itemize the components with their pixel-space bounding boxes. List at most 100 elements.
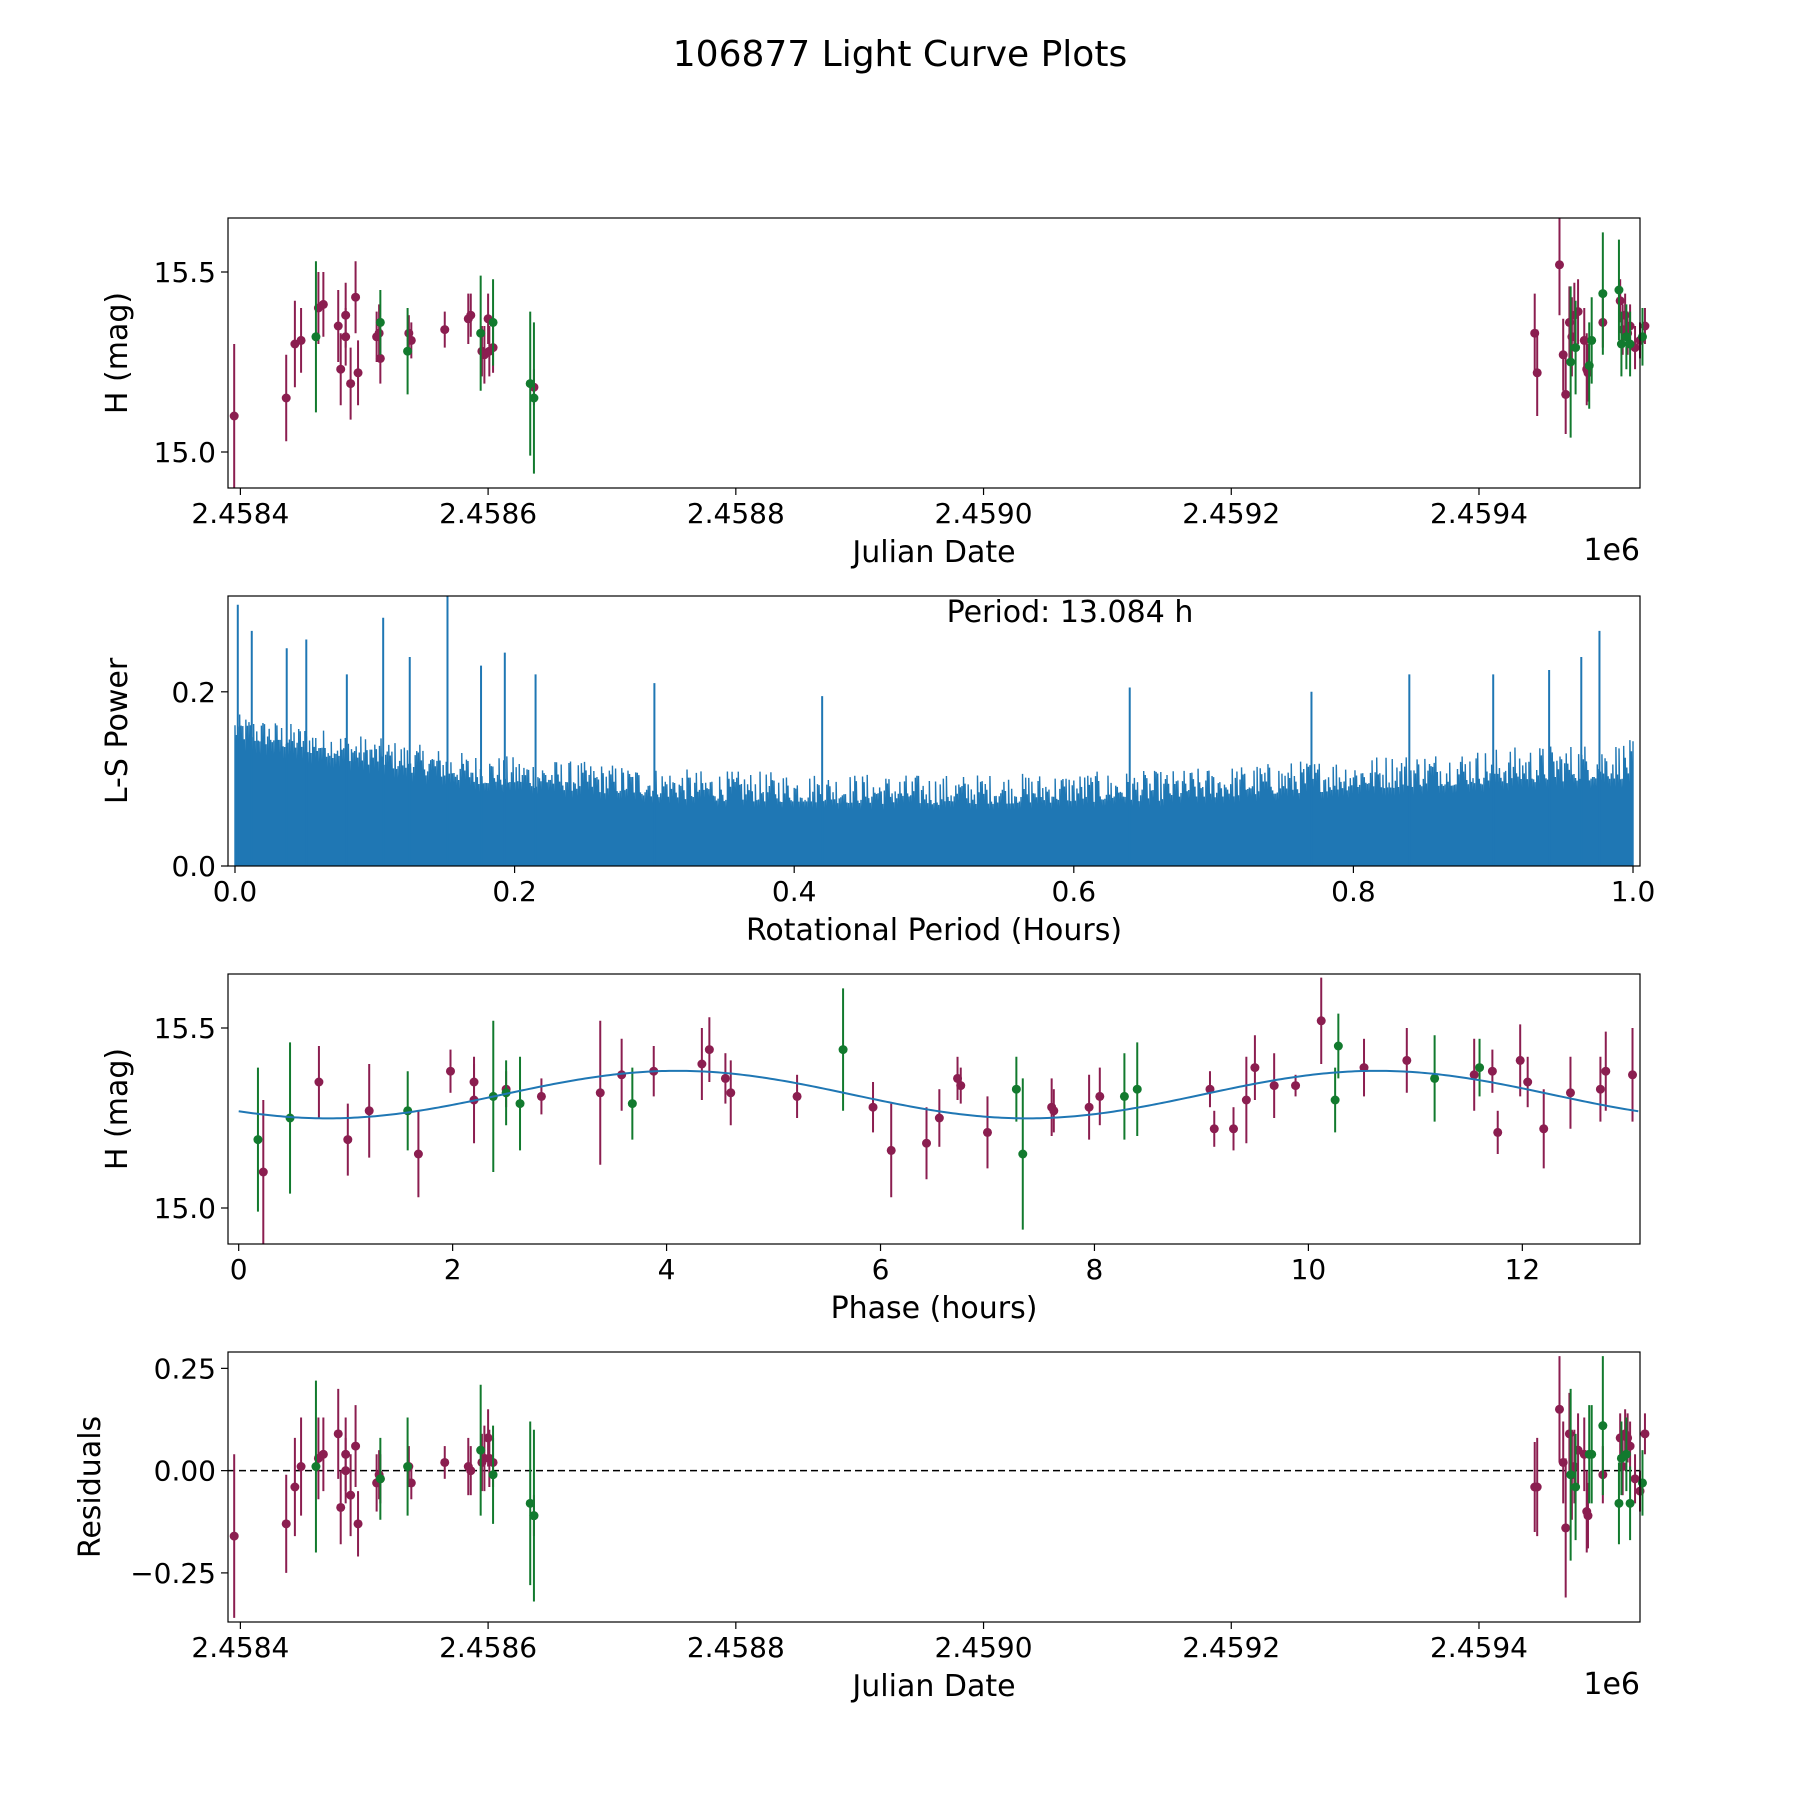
residuals-point-r bbox=[1561, 1523, 1571, 1533]
lc-point-r bbox=[336, 364, 346, 374]
lightcurve-offset-label: 1e6 bbox=[1583, 533, 1640, 568]
residuals-point-r bbox=[1583, 1511, 1593, 1521]
residuals-point-g bbox=[375, 1474, 385, 1484]
lc-point-r bbox=[281, 393, 291, 403]
residuals-point-r bbox=[333, 1429, 343, 1439]
residuals-point-g bbox=[1614, 1498, 1624, 1508]
figure-title: 106877 Light Curve Plots bbox=[673, 34, 1127, 75]
periodogram-ylabel: L-S Power bbox=[100, 657, 135, 804]
residuals-ytick-label: 0.00 bbox=[154, 1455, 216, 1488]
residuals-point-r bbox=[281, 1519, 291, 1529]
residuals-ytick-label: −0.25 bbox=[130, 1557, 216, 1590]
residuals-point-r bbox=[1625, 1441, 1635, 1451]
residuals-point-r bbox=[336, 1502, 346, 1512]
phased-point-r bbox=[1628, 1070, 1638, 1080]
phased-point-r bbox=[726, 1088, 736, 1098]
periodogram-marks bbox=[234, 596, 1634, 867]
phased-point-r bbox=[1539, 1124, 1549, 1134]
phased-point-r bbox=[934, 1113, 944, 1123]
residuals-point-g bbox=[1621, 1449, 1631, 1459]
residuals-point-g bbox=[1625, 1498, 1635, 1508]
periodogram-frame bbox=[227, 595, 1641, 867]
lc-point-g bbox=[1637, 332, 1647, 342]
phased-ytick-label: 15.5 bbox=[154, 1012, 216, 1045]
phased-point-r bbox=[1095, 1091, 1105, 1101]
lc-xtick-label: 2.4588 bbox=[687, 497, 785, 530]
lc-point-r bbox=[318, 299, 328, 309]
lc-point-g bbox=[1566, 357, 1576, 367]
phased-panel: 0 2 4 6 8 10 12 15.0 15.5 Phase (hours) H (mag) bbox=[100, 973, 1641, 1326]
phased-point-r bbox=[1565, 1088, 1575, 1098]
phased-point-r bbox=[720, 1073, 730, 1083]
phased-point-r bbox=[1402, 1055, 1412, 1065]
residuals-point-r bbox=[346, 1490, 356, 1500]
phased-xtick-label: 10 bbox=[1291, 1253, 1327, 1286]
phased-point-r bbox=[886, 1145, 896, 1155]
lc-point-g bbox=[476, 328, 486, 338]
phased-xtick-label: 6 bbox=[872, 1253, 890, 1286]
residuals-point-r bbox=[440, 1457, 450, 1467]
lc-point-r bbox=[1615, 296, 1625, 306]
periodogram-xlabel: Rotational Period (Hours) bbox=[746, 913, 1122, 948]
residuals-point-g bbox=[1566, 1470, 1576, 1480]
phased-point-r bbox=[413, 1149, 423, 1159]
phased-ytick-label: 15.0 bbox=[154, 1192, 216, 1225]
lc-point-r bbox=[375, 353, 385, 363]
phased-point-r bbox=[595, 1088, 605, 1098]
residuals-point-g bbox=[1587, 1449, 1597, 1459]
residuals-point-r bbox=[353, 1519, 363, 1529]
lc-xtick-label: 2.4584 bbox=[191, 497, 289, 530]
residuals-point-r bbox=[229, 1531, 239, 1541]
phased-point-r bbox=[1523, 1077, 1533, 1087]
phased-ticks: 0 2 4 6 8 10 12 15.0 15.5 bbox=[154, 1012, 1540, 1286]
residuals-xtick-label: 2.4592 bbox=[1182, 1631, 1280, 1664]
lightcurve-xlabel: Julian Date bbox=[850, 535, 1015, 570]
lc-point-g bbox=[1598, 289, 1608, 299]
residuals-point-g bbox=[525, 1498, 535, 1508]
lc-point-g bbox=[1625, 339, 1635, 349]
residuals-point-r bbox=[466, 1466, 476, 1476]
lightcurve-ylabel: H (mag) bbox=[100, 292, 135, 414]
phased-point-g bbox=[1132, 1084, 1142, 1094]
phased-xtick-label: 4 bbox=[658, 1253, 676, 1286]
periodogram-xtick-label: 1.0 bbox=[1611, 875, 1656, 908]
lightcurve-panel: 2.4584 2.4586 2.4588 2.4590 2.4592 2.4594 15.0… bbox=[100, 217, 1650, 570]
residuals-panel: 2.4584 2.4586 2.4588 2.4590 2.4592 2.4594 0.25… bbox=[73, 1351, 1650, 1704]
phased-point-r bbox=[982, 1127, 992, 1137]
lc-point-r bbox=[374, 328, 384, 338]
phased-xtick-label: 2 bbox=[444, 1253, 462, 1286]
residuals-point-r bbox=[483, 1433, 493, 1443]
phased-point-r bbox=[364, 1106, 374, 1116]
periodogram-panel: 0.0 0.2 0.4 0.6 0.8 1.0 0.0 0.2 Period: 13.084 … bbox=[100, 595, 1655, 948]
phased-point-g bbox=[253, 1135, 263, 1145]
lc-ytick-label: 15.0 bbox=[154, 436, 216, 469]
residuals-point-g bbox=[403, 1462, 413, 1472]
lc-point-r bbox=[333, 321, 343, 331]
residuals-xtick-label: 2.4586 bbox=[439, 1631, 537, 1664]
lc-point-r bbox=[341, 332, 351, 342]
lc-xtick-label: 2.4594 bbox=[1430, 497, 1528, 530]
phased-point-g bbox=[627, 1099, 637, 1109]
phased-point-r bbox=[1049, 1106, 1059, 1116]
lc-xtick-label: 2.4586 bbox=[439, 497, 537, 530]
residuals-point-r bbox=[1618, 1462, 1628, 1472]
residuals-xtick-label: 2.4590 bbox=[935, 1631, 1033, 1664]
residuals-point-g bbox=[1598, 1421, 1608, 1431]
phased-point-r bbox=[792, 1091, 802, 1101]
residuals-point-g bbox=[1637, 1478, 1647, 1488]
residuals-ylabel: Residuals bbox=[73, 1416, 108, 1558]
lc-point-g bbox=[525, 379, 535, 389]
lc-point-g bbox=[1621, 332, 1631, 342]
phased-point-g bbox=[1330, 1095, 1340, 1105]
residuals-xtick-label: 2.4588 bbox=[687, 1631, 785, 1664]
periodogram-power-fill bbox=[234, 818, 1634, 866]
residuals-point-r bbox=[290, 1482, 300, 1492]
phased-xtick-label: 8 bbox=[1086, 1253, 1104, 1286]
residuals-point-r bbox=[406, 1478, 416, 1488]
lc-point-g bbox=[311, 332, 321, 342]
periodogram-xtick-label: 0.6 bbox=[1052, 875, 1097, 908]
periodogram-ytick-label: 0.0 bbox=[171, 850, 216, 883]
lc-point-r bbox=[229, 411, 239, 421]
lc-point-g bbox=[488, 317, 498, 327]
lc-point-g bbox=[403, 346, 413, 356]
